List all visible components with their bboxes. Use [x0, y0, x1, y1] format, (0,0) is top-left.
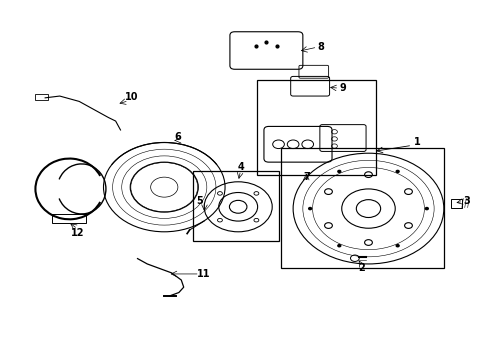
Text: 5: 5 — [196, 197, 203, 206]
Text: 6: 6 — [174, 132, 181, 142]
Text: 10: 10 — [125, 92, 138, 102]
Text: 3: 3 — [463, 197, 469, 206]
Text: 4: 4 — [237, 162, 244, 172]
Text: 12: 12 — [71, 228, 84, 238]
Bar — [281, 148, 443, 267]
Circle shape — [337, 170, 340, 172]
Text: 2: 2 — [357, 263, 364, 273]
Text: 11: 11 — [197, 269, 210, 279]
Text: 1: 1 — [413, 138, 420, 148]
Bar — [450, 199, 461, 207]
Circle shape — [308, 207, 311, 210]
Bar — [193, 171, 278, 241]
Circle shape — [395, 170, 398, 172]
Bar — [52, 214, 86, 223]
Text: 8: 8 — [317, 42, 324, 52]
Text: 9: 9 — [339, 83, 346, 93]
Bar — [256, 80, 375, 175]
Text: 7: 7 — [302, 172, 309, 182]
Circle shape — [337, 245, 340, 247]
Bar — [35, 94, 47, 100]
Circle shape — [395, 245, 398, 247]
Circle shape — [425, 207, 427, 210]
